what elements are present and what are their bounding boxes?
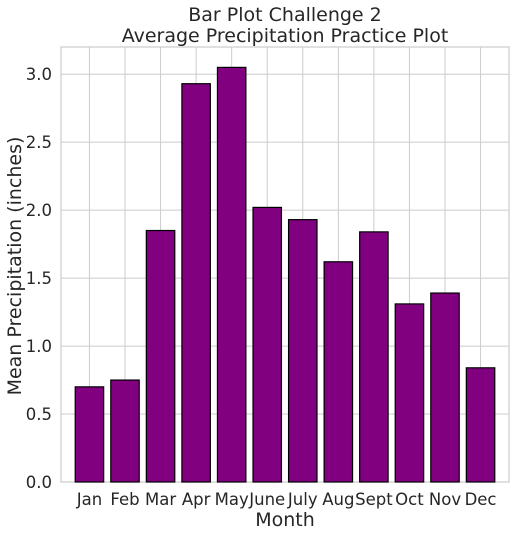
y-tick-label: 1.0 (26, 337, 52, 356)
x-axis-ticks: Jan Feb Mar Apr May June July Aug Sept Oct Nov Dec (76, 490, 497, 509)
x-tick-label: Mar (145, 490, 176, 509)
x-tick-label: Dec (465, 490, 497, 509)
chart-title-line-2: Average Precipitation Practice Plot (122, 25, 449, 47)
x-tick-label: June (248, 490, 285, 509)
x-tick-label: Sept (355, 490, 393, 509)
y-tick-label: 2.5 (26, 133, 52, 152)
y-tick-label: 0.0 (26, 473, 52, 492)
x-tick-label: Oct (395, 490, 424, 509)
bar-nov (430, 292, 460, 483)
y-tick-label: 1.5 (26, 269, 52, 288)
bar-mar (145, 229, 176, 483)
x-tick-label: Apr (182, 490, 211, 509)
bar-feb (110, 379, 140, 483)
bar-june (252, 206, 283, 483)
bar-apr (181, 83, 211, 483)
bar-oct (394, 303, 425, 483)
bar-dec (465, 367, 496, 483)
x-tick-label: Aug (322, 490, 354, 509)
y-tick-label: 3.0 (26, 65, 52, 84)
x-tick-label: July (287, 490, 318, 509)
x-tick-label: Feb (110, 490, 139, 509)
chart-title-line-1: Bar Plot Challenge 2 (188, 4, 382, 26)
y-axis-ticks: 0.0 0.5 1.0 1.5 2.0 2.5 3.0 (26, 65, 52, 492)
y-tick-label: 0.5 (26, 405, 52, 424)
bar-jan (74, 386, 105, 483)
x-axis-label: Month (255, 509, 315, 531)
bars (74, 66, 496, 483)
bar-may (216, 66, 247, 483)
bar-sept (359, 231, 389, 483)
bar-aug (323, 261, 354, 483)
x-tick-label: Jan (76, 490, 102, 509)
x-tick-label: May (215, 490, 249, 509)
bar-july (287, 219, 318, 483)
x-tick-label: Nov (429, 490, 461, 509)
y-axis-label: Mean Precipitation (inches) (4, 137, 26, 396)
y-tick-label: 2.0 (26, 201, 52, 220)
